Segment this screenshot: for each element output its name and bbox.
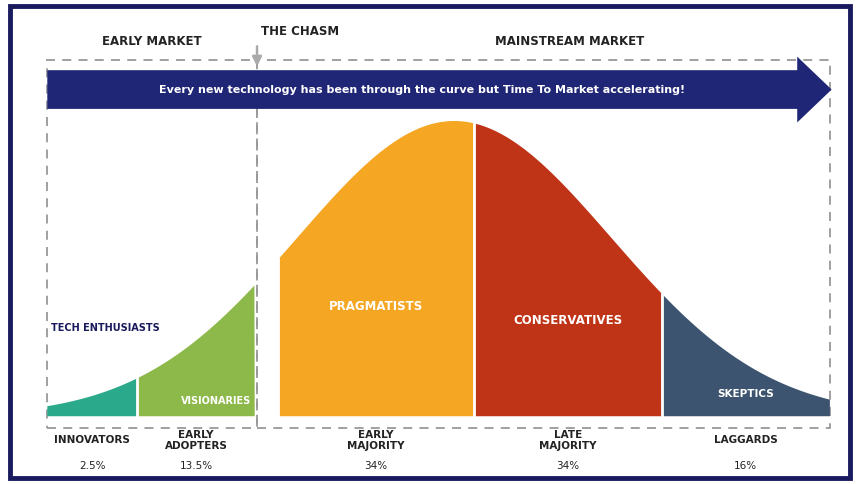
Text: EARLY
MAJORITY: EARLY MAJORITY	[347, 430, 405, 451]
Text: THE CHASM: THE CHASM	[261, 25, 340, 38]
Polygon shape	[278, 121, 474, 416]
Text: TECH ENTHUSIASTS: TECH ENTHUSIASTS	[52, 323, 160, 333]
Text: 16%: 16%	[734, 461, 758, 470]
Polygon shape	[47, 57, 832, 122]
Text: Every new technology has been through the curve but Time To Market accelerating!: Every new technology has been through th…	[159, 85, 685, 94]
Polygon shape	[138, 286, 255, 416]
Polygon shape	[661, 294, 830, 416]
Text: 34%: 34%	[365, 461, 388, 470]
Polygon shape	[474, 123, 661, 416]
Text: EARLY MARKET: EARLY MARKET	[102, 35, 202, 47]
Bar	[257, 60, 830, 428]
Text: VISIONARIES: VISIONARIES	[181, 395, 251, 406]
Polygon shape	[47, 378, 138, 416]
Text: INNOVATORS: INNOVATORS	[54, 436, 130, 445]
Text: CONSERVATIVES: CONSERVATIVES	[513, 315, 623, 327]
Text: PRAGMATISTS: PRAGMATISTS	[329, 300, 423, 313]
Text: SKEPTICS: SKEPTICS	[717, 389, 774, 399]
Text: EARLY
ADOPTERS: EARLY ADOPTERS	[164, 430, 227, 451]
Text: 34%: 34%	[556, 461, 580, 470]
Bar	[47, 60, 257, 428]
Text: 13.5%: 13.5%	[180, 461, 212, 470]
Text: LATE
MAJORITY: LATE MAJORITY	[539, 430, 597, 451]
Text: LAGGARDS: LAGGARDS	[714, 436, 777, 445]
Text: MAINSTREAM MARKET: MAINSTREAM MARKET	[494, 35, 644, 47]
Text: 2.5%: 2.5%	[79, 461, 106, 470]
